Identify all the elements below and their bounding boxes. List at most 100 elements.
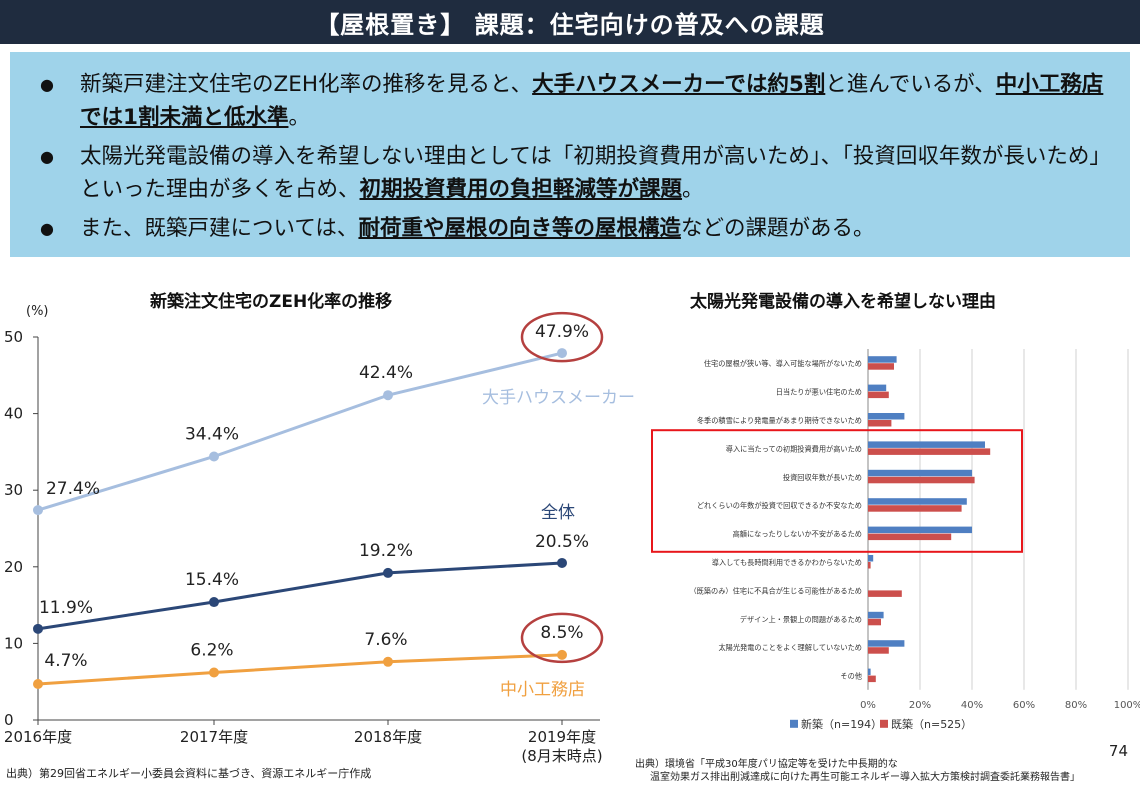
summary-bullet: ● 新築戸建注文住宅のZEH化率の推移を見ると、大手ハウスメーカーでは約5割と進… bbox=[40, 68, 1106, 134]
y-tick-label: 10 bbox=[4, 634, 23, 652]
bar bbox=[868, 590, 902, 597]
summary-bullet: ● また、既築戸建については、耐荷重や屋根の向き等の屋根構造などの課題がある。 bbox=[40, 212, 1106, 245]
data-point bbox=[383, 656, 393, 667]
data-point bbox=[33, 678, 43, 689]
bar bbox=[868, 441, 985, 448]
summary-box: ● 新築戸建注文住宅のZEH化率の推移を見ると、大手ハウスメーカーでは約5割と進… bbox=[10, 52, 1130, 257]
series-name-label: 大手ハウスメーカー bbox=[482, 388, 635, 408]
bar bbox=[868, 611, 884, 619]
y-tick-label: 30 bbox=[4, 481, 23, 499]
bar bbox=[868, 668, 871, 676]
category-label: どれくらいの年数が投資で回収できるか不安なため bbox=[697, 501, 862, 510]
category-label: 導入に当たっての初期投資費用が高いため bbox=[726, 444, 862, 453]
category-label: 高額になったりしないか不安があるため bbox=[733, 530, 862, 539]
legend-label: 新築（n=194） bbox=[801, 717, 882, 731]
x-tick-label: 2017年度 bbox=[180, 728, 248, 746]
data-label: 7.6% bbox=[364, 630, 407, 650]
emphasis-text: 初期投資費用の負担軽減等が課題 bbox=[359, 177, 683, 202]
right-chart-title: 太陽光発電設備の導入を希望しない理由 bbox=[690, 292, 996, 312]
data-point bbox=[33, 623, 43, 634]
category-label: 冬季の積雪により発電量があまり期待できないため bbox=[697, 416, 862, 425]
y-tick-label: 0 bbox=[4, 711, 14, 729]
y-tick-label: 20 bbox=[4, 558, 23, 576]
reasons-bar-chart: 0% 20% 40% 60% 80% 100% 住宅の屋根が狭い等、導入可能な場所がないため… bbox=[651, 349, 1140, 731]
series-line bbox=[37, 653, 563, 686]
bar bbox=[868, 562, 871, 569]
bar bbox=[868, 413, 905, 420]
bar bbox=[868, 384, 887, 392]
series-line bbox=[37, 351, 563, 512]
data-label: 27.4% bbox=[46, 479, 100, 499]
summary-bullet: ● 太陽光発電設備の導入を希望しない理由としては「初期投資費用が高いため」、「投… bbox=[40, 140, 1106, 206]
data-point bbox=[33, 505, 43, 516]
x-tick-label: 100% bbox=[1114, 700, 1140, 711]
bar bbox=[868, 391, 889, 399]
category-label: 太陽光発電のことをよく理解していないため bbox=[718, 643, 862, 652]
bullet-dot-icon: ● bbox=[40, 75, 54, 94]
page-title: 【屋根置き】 課題：住宅向けの普及への課題 bbox=[315, 10, 825, 39]
x-tick-label: 2016年度 bbox=[4, 728, 72, 746]
right-chart-source-line1: 出典）環境省「平成30年度パリ協定等を受けた中長期的な bbox=[635, 759, 898, 770]
highlight-circle bbox=[520, 311, 604, 363]
legend-label: 既築（n=525） bbox=[891, 717, 972, 731]
emphasis-text: 中小工務店では1割未満と低水準 bbox=[80, 72, 1104, 130]
bar bbox=[868, 505, 962, 512]
data-label: 42.4% bbox=[359, 363, 413, 383]
bar bbox=[868, 675, 876, 683]
data-label: 4.7% bbox=[44, 651, 87, 671]
bar bbox=[868, 555, 874, 562]
emphasis-text: 耐荷重や屋根の向き等の屋根構造 bbox=[358, 216, 681, 241]
category-label: 住宅の屋根が狭い等、導入可能な場所がないため bbox=[704, 359, 862, 368]
data-point bbox=[557, 649, 567, 660]
emphasis-text: 大手ハウスメーカーでは約5割 bbox=[532, 72, 826, 97]
bar bbox=[868, 526, 972, 534]
y-tick-label: 40 bbox=[4, 405, 23, 423]
bullet-text-part: と進んでいるが、 bbox=[825, 72, 996, 97]
bar bbox=[868, 420, 892, 427]
bullet-text-part: また、既築戸建については、 bbox=[80, 216, 359, 241]
data-point bbox=[383, 567, 393, 578]
left-chart-title: 新築注文住宅のZEH化率の推移 bbox=[150, 292, 393, 312]
page-header: 【屋根置き】 課題：住宅向けの普及への課題 bbox=[0, 0, 1140, 44]
category-label: 投資回収年数が長いため bbox=[783, 473, 862, 482]
bar bbox=[868, 476, 975, 484]
legend-swatch bbox=[790, 719, 798, 728]
y-tick-label: 50 bbox=[4, 328, 23, 346]
data-point bbox=[209, 597, 219, 608]
right-chart-source-line2: 温室効果ガス排出削減達成に向けた再生可能エネルギー導入拡大方策検討調査委託業務報… bbox=[650, 772, 1080, 783]
data-label: 6.2% bbox=[190, 641, 233, 661]
data-point bbox=[557, 348, 567, 359]
bullet-dot-icon: ● bbox=[40, 219, 54, 238]
data-point bbox=[209, 451, 219, 462]
bar bbox=[868, 448, 991, 455]
category-label: その他 bbox=[840, 672, 862, 681]
bar bbox=[868, 469, 972, 477]
category-label: （既築のみ）住宅に不具合が生じる可能性があるため bbox=[689, 586, 862, 595]
highlight-box bbox=[651, 429, 1023, 553]
data-label: 19.2% bbox=[359, 541, 413, 561]
x-tick-label: 60% bbox=[1013, 700, 1035, 711]
y-axis-unit: (%) bbox=[26, 304, 49, 319]
x-tick-label: 20% bbox=[909, 700, 931, 711]
data-point bbox=[383, 390, 393, 401]
bullet-text-part: 。 bbox=[682, 177, 704, 202]
series-line bbox=[37, 561, 563, 631]
summary-bullet-text: 新築戸建注文住宅のZEH化率の推移を見ると、大手ハウスメーカーでは約5割と進んで… bbox=[80, 68, 1106, 134]
left-chart-source: 出典）第29回省エネルギー小委員会資料に基づき、資源エネルギー庁作成 bbox=[6, 767, 372, 780]
bullet-text-part: などの課題がある。 bbox=[680, 216, 875, 241]
bar bbox=[868, 640, 905, 647]
x-tick-label: (8月末時点) bbox=[521, 747, 602, 765]
data-label: 11.9% bbox=[39, 598, 93, 618]
data-label: 34.4% bbox=[185, 424, 239, 444]
x-tick-label: 80% bbox=[1065, 700, 1087, 711]
data-point bbox=[209, 667, 219, 678]
category-label: デザイン上・景観上の問題があるため bbox=[740, 615, 862, 624]
bullet-text-part: 太陽光発電設備の導入を希望しない理由としては「初期投資費用が高いため」、「投資回… bbox=[80, 144, 1101, 202]
data-label: 15.4% bbox=[185, 570, 239, 590]
bar bbox=[868, 363, 894, 370]
bullet-dot-icon: ● bbox=[40, 147, 54, 166]
data-label: 47.9% bbox=[535, 322, 589, 342]
x-tick-label: 2018年度 bbox=[354, 728, 422, 746]
bar bbox=[868, 618, 881, 626]
bullet-text-part: 新築戸建注文住宅のZEH化率の推移を見ると、 bbox=[80, 72, 533, 97]
